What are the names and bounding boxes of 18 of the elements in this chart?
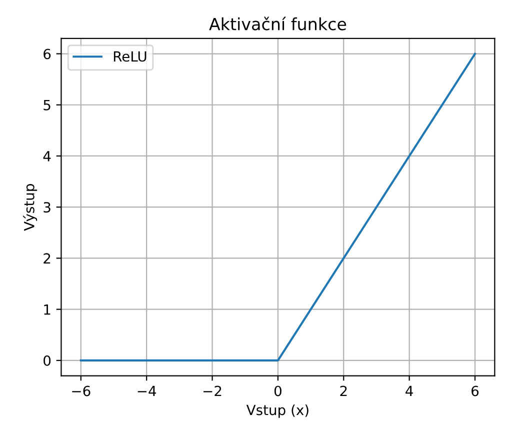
y-tick-label: 2	[44, 253, 50, 264]
x-tick-label: −4	[138, 386, 156, 396]
y-tick-label: 3	[44, 202, 50, 213]
x-tick-label: 0	[274, 386, 282, 396]
chart-title: Aktivační funkce	[209, 16, 346, 30]
x-tick-label: −2	[204, 386, 222, 396]
x-tick-label: −6	[72, 386, 90, 396]
x-tick-label: 4	[406, 386, 413, 396]
y-tick-label: 6	[44, 48, 51, 60]
legend-label: ReLU	[114, 51, 146, 62]
y-axis-title: Výstup	[23, 184, 38, 231]
y-tick-label: 0	[44, 355, 51, 366]
x-tick-label: 6	[472, 386, 479, 396]
x-axis-title: Vstup (x)	[246, 404, 308, 418]
y-tick-label: 5	[44, 100, 50, 110]
x-tick-label: 2	[340, 386, 347, 396]
y-tick-label: 1	[44, 304, 50, 315]
y-tick-label: 4	[43, 151, 51, 162]
